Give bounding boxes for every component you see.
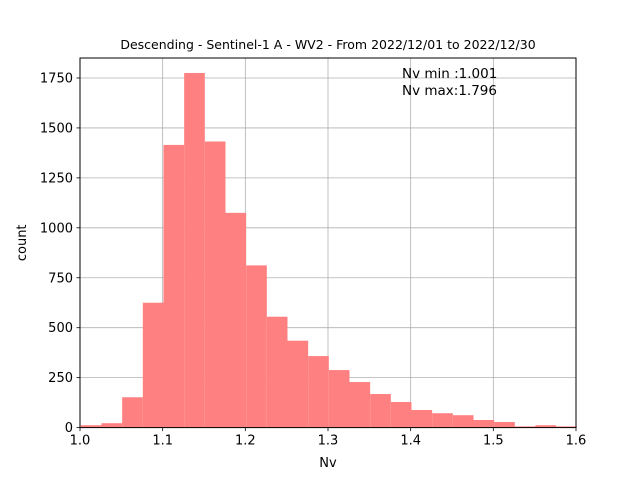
grid-lines — [79, 58, 577, 429]
histogram-bar — [473, 420, 495, 428]
y-tick-label: 1250 — [40, 171, 73, 186]
x-tick-label: 1.6 — [566, 434, 587, 449]
histogram-bar — [287, 340, 309, 428]
y-tick-label: 1000 — [40, 221, 73, 236]
histogram-bar — [101, 423, 123, 428]
histogram-bar — [452, 415, 474, 428]
histogram-bar — [163, 144, 185, 428]
histogram-bar — [514, 426, 536, 428]
y-axis-ticks: 0 250 500 750 1000 1250 1500 1750 — [40, 71, 80, 436]
histogram-bar — [328, 370, 350, 428]
histogram-bar — [246, 265, 267, 428]
histogram-bar — [204, 141, 226, 428]
histogram-bars — [80, 72, 577, 428]
histogram-bar — [432, 413, 453, 428]
histogram-bar — [184, 72, 205, 428]
histogram-bar — [122, 397, 143, 428]
y-tick-label: 1500 — [40, 121, 73, 136]
histogram-bar — [349, 382, 371, 428]
histogram-bar — [142, 302, 164, 428]
histogram-bar — [494, 422, 515, 428]
x-tick-label: 1.2 — [235, 434, 256, 449]
y-tick-label: 1750 — [40, 71, 73, 86]
histogram-bar — [390, 402, 412, 428]
histogram-bar — [556, 426, 577, 428]
y-tick-label: 250 — [48, 371, 73, 386]
nv-max-annotation: Nv max:1.796 — [402, 83, 497, 99]
histogram-bar — [308, 356, 329, 428]
histogram-bar — [80, 425, 102, 428]
histogram-bar — [225, 212, 247, 428]
x-axis-label: Nv — [319, 456, 337, 471]
x-tick-label: 1.5 — [483, 434, 504, 449]
histogram-bar — [370, 394, 391, 428]
histogram-bar — [266, 316, 288, 428]
x-axis-ticks: 1.0 1.1 1.2 1.3 1.4 1.5 1.6 — [70, 427, 587, 449]
x-tick-label: 1.4 — [400, 434, 421, 449]
y-tick-label: 750 — [48, 271, 73, 286]
histogram-bar — [411, 410, 433, 428]
chart-title: Descending - Sentinel-1 A - WV2 - From 2… — [120, 37, 535, 52]
y-tick-label: 500 — [48, 321, 73, 336]
nv-min-annotation: Nv min :1.001 — [402, 66, 497, 82]
histogram-bar — [535, 425, 557, 428]
x-tick-label: 1.3 — [318, 434, 339, 449]
y-tick-label: 0 — [65, 421, 73, 436]
y-axis-label: count — [15, 224, 30, 261]
x-tick-label: 1.0 — [70, 434, 91, 449]
x-tick-label: 1.1 — [152, 434, 173, 449]
